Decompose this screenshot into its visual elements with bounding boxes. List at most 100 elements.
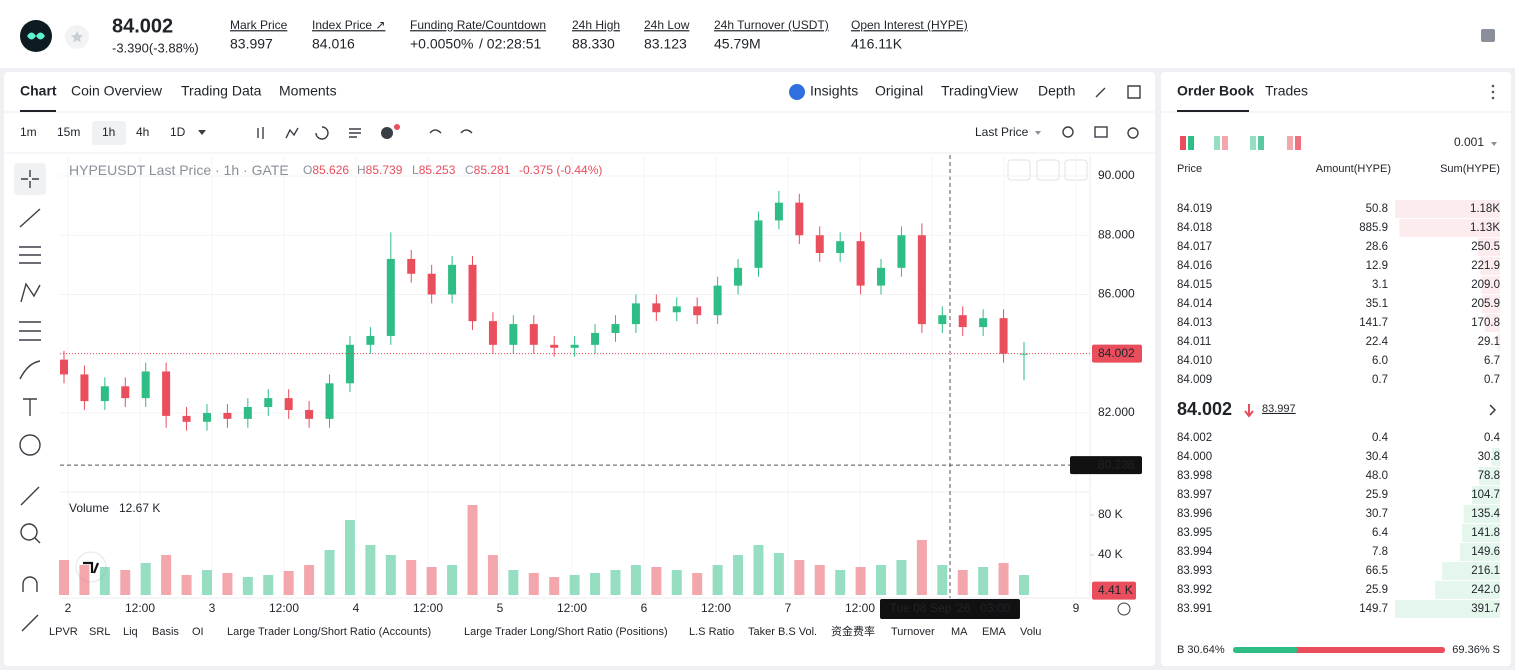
volume-bar <box>487 555 498 595</box>
active-tool[interactable] <box>14 163 46 195</box>
candle-body <box>611 324 620 333</box>
row-price[interactable]: 84.019 <box>1177 203 1212 215</box>
stat-label: Funding Rate/Countdown <box>410 18 546 32</box>
indicator[interactable]: SRL <box>89 626 110 638</box>
indicator[interactable]: Large Trader Long/Short Ratio (Accounts) <box>227 626 431 638</box>
indicator[interactable]: OI <box>192 626 204 638</box>
candle-body <box>243 407 252 419</box>
row-sum: 135.4 <box>1471 508 1500 520</box>
selected-interval <box>92 121 126 145</box>
volume-bar <box>79 565 90 595</box>
volume-bar <box>242 577 253 595</box>
row-price[interactable]: 83.996 <box>1177 508 1212 520</box>
row-price[interactable]: 84.018 <box>1177 222 1212 234</box>
depth-icons <box>1180 136 1301 150</box>
symbol: HYPEUSDT Last Price · 1h · GATE <box>69 162 289 178</box>
depth-bar <box>1497 333 1500 351</box>
row-price[interactable]: 84.000 <box>1177 451 1212 463</box>
candle-body <box>1020 353 1028 355</box>
view-tab[interactable]: Original <box>875 83 923 99</box>
candle-body <box>652 303 661 313</box>
interval[interactable]: 1h <box>102 125 115 139</box>
indicator[interactable]: Large Trader Long/Short Ratio (Positions… <box>464 626 668 638</box>
row-sum: 141.8 <box>1471 527 1500 539</box>
ohlc-key: O <box>303 163 312 177</box>
row-price[interactable]: 83.997 <box>1177 489 1212 501</box>
row-price[interactable]: 84.017 <box>1177 241 1212 253</box>
volume-bar <box>344 520 355 595</box>
indicator[interactable]: Turnover <box>891 626 935 638</box>
row-sum: 209.0 <box>1471 279 1500 291</box>
volume-bar <box>814 565 825 595</box>
row-price[interactable]: 84.002 <box>1177 432 1212 444</box>
interval[interactable]: 15m <box>57 125 80 139</box>
settings-icon[interactable] <box>1117 602 1131 616</box>
tab[interactable]: Chart <box>20 83 57 99</box>
tab[interactable]: Trading Data <box>181 83 262 99</box>
indicator[interactable]: Volu <box>1020 626 1041 638</box>
mid-price: 84.002 <box>1177 399 1232 419</box>
row-price[interactable]: 84.013 <box>1177 317 1212 329</box>
interval[interactable]: 1D <box>170 125 186 139</box>
candle-body <box>570 344 579 348</box>
volume-bar <box>365 545 376 595</box>
row-price[interactable]: 83.994 <box>1177 546 1213 558</box>
row-price[interactable]: 84.011 <box>1177 336 1211 348</box>
interval[interactable]: 1m <box>20 125 37 139</box>
indicator[interactable]: Liq <box>123 626 138 638</box>
row-price[interactable]: 83.991 <box>1177 603 1212 615</box>
last-price-tag <box>1092 344 1142 363</box>
row-sum: 205.9 <box>1471 298 1500 310</box>
interval[interactable]: 4h <box>136 125 149 139</box>
depth-bar <box>1471 486 1500 504</box>
indicator[interactable]: Taker B.S Vol. <box>748 626 817 638</box>
row-price[interactable]: 84.016 <box>1177 260 1212 272</box>
row-price[interactable]: 83.993 <box>1177 565 1212 577</box>
indicator-icon[interactable] <box>381 127 393 139</box>
stat-label: 24h High <box>572 18 620 32</box>
tab[interactable]: Trades <box>1265 83 1308 99</box>
row-price[interactable]: 83.995 <box>1177 527 1212 539</box>
menu-icon[interactable] <box>1481 29 1495 42</box>
indicator[interactable]: 资金费率 <box>831 624 875 638</box>
candle-body <box>141 371 150 399</box>
depth-bar <box>1481 295 1500 313</box>
row-sum: 221.9 <box>1471 260 1500 272</box>
chart-button[interactable] <box>1036 159 1060 181</box>
indicator[interactable]: EMA <box>982 626 1007 638</box>
view-tab[interactable]: Depth <box>1038 83 1075 99</box>
more-dot[interactable] <box>1491 84 1495 88</box>
price-source[interactable]: Last Price <box>975 125 1029 139</box>
row-price[interactable]: 83.998 <box>1177 470 1212 482</box>
volume-bar <box>283 571 294 595</box>
row-amount: 141.7 <box>1359 317 1388 329</box>
indicator[interactable]: MA <box>951 626 968 638</box>
row-price[interactable]: 84.010 <box>1177 355 1212 367</box>
precision[interactable]: 0.001 <box>1454 135 1484 149</box>
tab[interactable]: Moments <box>279 83 337 99</box>
volume-bar <box>467 505 478 595</box>
view-tab[interactable]: Insights <box>810 83 858 99</box>
tab[interactable]: Coin Overview <box>71 83 163 99</box>
ohlc-value: 85.626 <box>312 163 349 177</box>
x-tick-label: 12:00 <box>413 601 443 615</box>
indicator[interactable]: Basis <box>152 626 179 638</box>
volume-bar <box>671 570 682 595</box>
x-tick-label: 3 <box>209 601 216 615</box>
candle-body <box>162 371 171 416</box>
chevron[interactable] <box>1489 404 1497 416</box>
indicator[interactable]: LPVR <box>49 626 78 638</box>
chart-panel <box>4 72 1155 666</box>
volume-bar <box>140 563 151 595</box>
indicator[interactable]: L.S Ratio <box>689 626 734 638</box>
row-price[interactable]: 84.014 <box>1177 298 1213 310</box>
candle-body <box>448 264 457 295</box>
chart-button[interactable] <box>1007 159 1031 181</box>
tab[interactable]: Order Book <box>1177 83 1254 99</box>
row-price[interactable]: 84.015 <box>1177 279 1212 291</box>
view-tab[interactable]: TradingView <box>941 83 1019 99</box>
row-sum: 170.8 <box>1471 317 1500 329</box>
row-price[interactable]: 83.992 <box>1177 584 1212 596</box>
row-sum: 250.5 <box>1471 241 1500 253</box>
row-price[interactable]: 84.009 <box>1177 374 1212 386</box>
